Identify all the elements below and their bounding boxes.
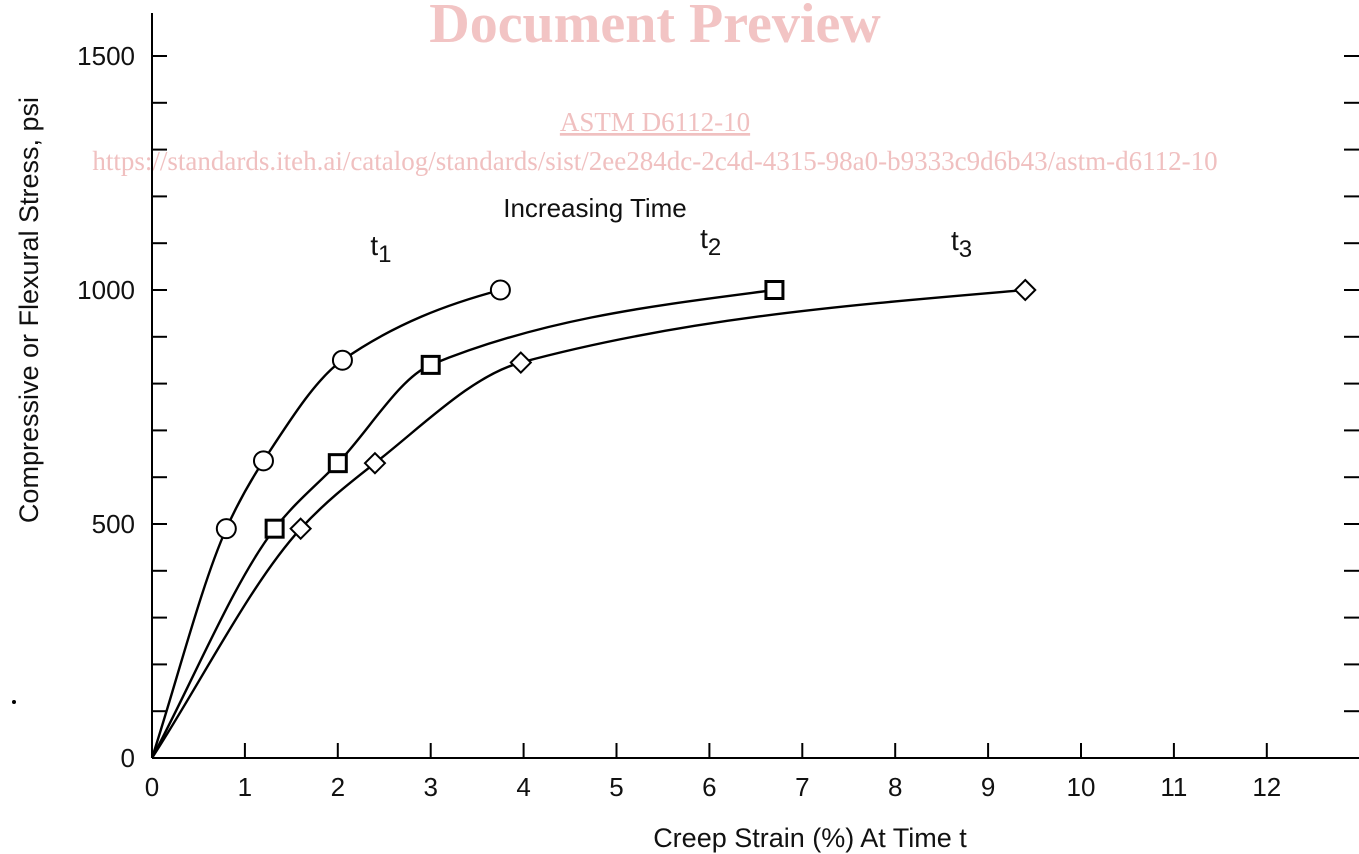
- curve-t1: [150, 288, 501, 759]
- y-tick-label: 500: [92, 509, 135, 539]
- y-tick-label: 1000: [77, 275, 135, 305]
- marker-t1: [215, 518, 237, 540]
- curve-label-t1: t1: [370, 230, 391, 268]
- x-tick-label: 7: [795, 772, 809, 802]
- y-axis-title: Compressive or Flexural Stress, psi: [14, 97, 44, 523]
- x-tick-label: 11: [1160, 772, 1187, 802]
- x-tick-label: 6: [702, 772, 716, 802]
- marker-t1: [252, 450, 274, 472]
- curve-t2: [150, 288, 775, 759]
- curve-label-t3: t3: [951, 225, 972, 263]
- x-tick-label: 0: [145, 772, 159, 802]
- stray-dot: [12, 700, 16, 704]
- y-tick-label: 0: [121, 743, 135, 773]
- curve-label-t2: t2: [700, 223, 721, 261]
- marker-t3: [1013, 278, 1037, 302]
- marker-t2: [327, 453, 348, 474]
- x-tick-label: 2: [331, 772, 345, 802]
- marker-t3: [363, 451, 387, 475]
- watermark-standard[interactable]: ASTM D6112-10: [560, 107, 750, 137]
- x-tick-label: 10: [1067, 772, 1096, 802]
- watermark-url[interactable]: https://standards.iteh.ai/catalog/standa…: [92, 146, 1217, 176]
- curve-labels: t1 t2 t3: [370, 223, 972, 268]
- marker-t1: [489, 279, 511, 301]
- marker-t1: [331, 349, 353, 371]
- x-tick-label: 1: [238, 772, 252, 802]
- x-tick-label: 12: [1252, 772, 1281, 802]
- watermark: Document Preview ASTM D6112-10 https://s…: [92, 0, 1217, 176]
- y-tick-label: 1500: [77, 41, 135, 71]
- marker-t2: [420, 354, 441, 375]
- x-tick-label: 4: [516, 772, 530, 802]
- increasing-time-annotation: Increasing Time: [503, 193, 687, 223]
- plot-frame: [151, 13, 1359, 759]
- x-tick-label: 3: [423, 772, 437, 802]
- x-tick-label: 8: [888, 772, 902, 802]
- x-axis-title: Creep Strain (%) At Time t: [653, 823, 967, 853]
- series-markers: [215, 278, 1037, 541]
- x-tick-label: 5: [609, 772, 623, 802]
- watermark-title: Document Preview: [429, 0, 881, 55]
- marker-t3: [289, 517, 313, 541]
- curve-t3: [150, 288, 1026, 759]
- marker-t3: [509, 351, 533, 374]
- marker-t2: [264, 518, 285, 539]
- x-tick-label: 9: [981, 772, 995, 802]
- marker-t2: [764, 280, 785, 300]
